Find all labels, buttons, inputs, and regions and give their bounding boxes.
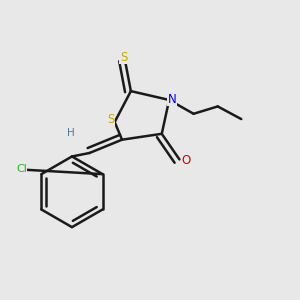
Text: N: N: [168, 93, 176, 106]
Text: S: S: [107, 113, 115, 126]
Text: S: S: [120, 51, 127, 64]
Text: O: O: [181, 154, 190, 167]
Text: H: H: [67, 128, 74, 138]
Text: Cl: Cl: [16, 164, 27, 174]
